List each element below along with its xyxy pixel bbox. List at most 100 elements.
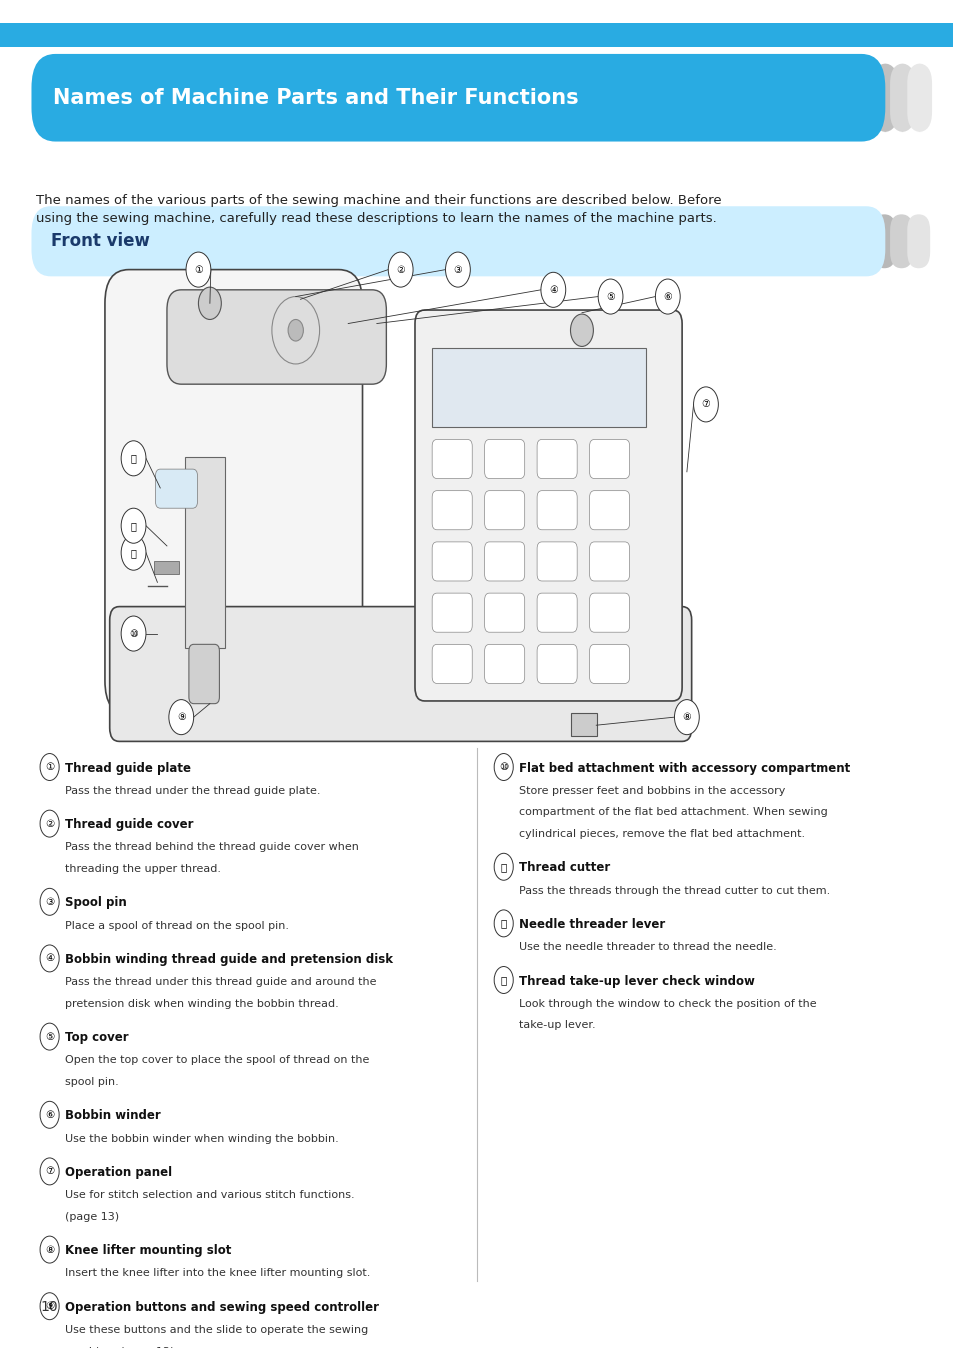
Text: Names of Machine Parts and Their Functions: Names of Machine Parts and Their Functio… — [53, 88, 578, 108]
FancyBboxPatch shape — [906, 214, 929, 268]
FancyBboxPatch shape — [484, 491, 524, 530]
Text: Operation panel: Operation panel — [65, 1166, 172, 1180]
FancyBboxPatch shape — [484, 593, 524, 632]
Text: pretension disk when winding the bobbin thread.: pretension disk when winding the bobbin … — [65, 999, 338, 1008]
FancyBboxPatch shape — [105, 270, 362, 714]
Text: Pass the threads through the thread cutter to cut them.: Pass the threads through the thread cutt… — [518, 886, 829, 895]
Text: Pass the thread under this thread guide and around the: Pass the thread under this thread guide … — [65, 977, 376, 987]
Circle shape — [121, 535, 146, 570]
FancyBboxPatch shape — [432, 644, 472, 683]
Text: Thread cutter: Thread cutter — [518, 861, 610, 875]
Text: take-up lever.: take-up lever. — [518, 1020, 595, 1030]
FancyBboxPatch shape — [415, 310, 681, 701]
FancyBboxPatch shape — [484, 439, 524, 479]
FancyBboxPatch shape — [189, 644, 219, 704]
FancyBboxPatch shape — [537, 439, 577, 479]
Text: ④: ④ — [548, 284, 558, 295]
FancyBboxPatch shape — [432, 491, 472, 530]
Text: Store presser feet and bobbins in the accessory: Store presser feet and bobbins in the ac… — [518, 786, 784, 795]
Text: Bobbin winder: Bobbin winder — [65, 1109, 160, 1123]
Text: ⑨: ⑨ — [176, 712, 186, 723]
Text: ⑤: ⑤ — [605, 291, 615, 302]
Text: ⑪: ⑪ — [131, 547, 136, 558]
FancyBboxPatch shape — [589, 491, 629, 530]
Text: cylindrical pieces, remove the flat bed attachment.: cylindrical pieces, remove the flat bed … — [518, 829, 804, 838]
Text: ⑩: ⑩ — [498, 762, 508, 772]
Circle shape — [40, 945, 59, 972]
Circle shape — [598, 279, 622, 314]
Text: Look through the window to check the position of the: Look through the window to check the pos… — [518, 999, 816, 1008]
FancyBboxPatch shape — [589, 542, 629, 581]
Text: ②: ② — [45, 818, 54, 829]
Circle shape — [288, 319, 303, 341]
Text: Flat bed attachment with accessory compartment: Flat bed attachment with accessory compa… — [518, 762, 849, 775]
Circle shape — [674, 700, 699, 735]
FancyBboxPatch shape — [432, 542, 472, 581]
Text: Pass the thread under the thread guide plate.: Pass the thread under the thread guide p… — [65, 786, 320, 795]
Text: ②: ② — [395, 264, 405, 275]
Text: Insert the knee lifter into the knee lifter mounting slot.: Insert the knee lifter into the knee lif… — [65, 1268, 370, 1278]
Text: compartment of the flat bed attachment. When sewing: compartment of the flat bed attachment. … — [518, 807, 827, 817]
Circle shape — [272, 297, 319, 364]
FancyBboxPatch shape — [537, 491, 577, 530]
Text: Use these buttons and the slide to operate the sewing: Use these buttons and the slide to opera… — [65, 1325, 368, 1335]
FancyBboxPatch shape — [155, 469, 197, 508]
Text: ⑫: ⑫ — [500, 918, 506, 929]
FancyBboxPatch shape — [571, 713, 597, 736]
Circle shape — [40, 754, 59, 780]
FancyBboxPatch shape — [889, 63, 914, 132]
Text: ⑧: ⑧ — [45, 1244, 54, 1255]
FancyBboxPatch shape — [537, 542, 577, 581]
FancyBboxPatch shape — [589, 644, 629, 683]
FancyBboxPatch shape — [432, 593, 472, 632]
Circle shape — [198, 287, 221, 319]
Text: ⑬: ⑬ — [500, 975, 506, 985]
Circle shape — [540, 272, 565, 307]
Circle shape — [494, 853, 513, 880]
Circle shape — [693, 387, 718, 422]
Circle shape — [169, 700, 193, 735]
Text: ①: ① — [193, 264, 203, 275]
Text: 10: 10 — [40, 1301, 57, 1314]
Text: Front view: Front view — [51, 232, 150, 251]
Text: Spool pin: Spool pin — [65, 896, 127, 910]
Circle shape — [40, 1236, 59, 1263]
Text: Open the top cover to place the spool of thread on the: Open the top cover to place the spool of… — [65, 1055, 369, 1065]
FancyBboxPatch shape — [484, 542, 524, 581]
Circle shape — [40, 1023, 59, 1050]
Text: ⑦: ⑦ — [700, 399, 710, 410]
Text: Operation buttons and sewing speed controller: Operation buttons and sewing speed contr… — [65, 1301, 378, 1314]
FancyBboxPatch shape — [906, 63, 931, 132]
Text: Needle threader lever: Needle threader lever — [518, 918, 664, 931]
Text: Knee lifter mounting slot: Knee lifter mounting slot — [65, 1244, 231, 1258]
Text: ⑧: ⑧ — [681, 712, 691, 723]
FancyBboxPatch shape — [31, 54, 884, 142]
Text: Thread guide cover: Thread guide cover — [65, 818, 193, 832]
Text: Thread take-up lever check window: Thread take-up lever check window — [518, 975, 754, 988]
FancyBboxPatch shape — [589, 439, 629, 479]
Text: ③: ③ — [453, 264, 462, 275]
Text: ⑫: ⑫ — [131, 520, 136, 531]
Circle shape — [570, 314, 593, 346]
FancyBboxPatch shape — [589, 593, 629, 632]
FancyBboxPatch shape — [537, 644, 577, 683]
Text: ⑪: ⑪ — [500, 861, 506, 872]
FancyBboxPatch shape — [167, 290, 386, 384]
Text: (page 13): (page 13) — [65, 1212, 119, 1221]
Text: ④: ④ — [45, 953, 54, 964]
FancyBboxPatch shape — [0, 23, 953, 47]
Text: Use for stitch selection and various stitch functions.: Use for stitch selection and various sti… — [65, 1190, 355, 1200]
FancyBboxPatch shape — [185, 457, 225, 648]
Circle shape — [121, 508, 146, 543]
FancyBboxPatch shape — [889, 214, 912, 268]
Circle shape — [40, 1101, 59, 1128]
FancyBboxPatch shape — [432, 348, 645, 427]
FancyBboxPatch shape — [872, 63, 897, 132]
Circle shape — [40, 810, 59, 837]
Text: ⑩: ⑩ — [129, 628, 138, 639]
Text: spool pin.: spool pin. — [65, 1077, 118, 1086]
Text: threading the upper thread.: threading the upper thread. — [65, 864, 221, 874]
FancyBboxPatch shape — [153, 561, 179, 574]
Circle shape — [40, 888, 59, 915]
Text: ⑥: ⑥ — [662, 291, 672, 302]
